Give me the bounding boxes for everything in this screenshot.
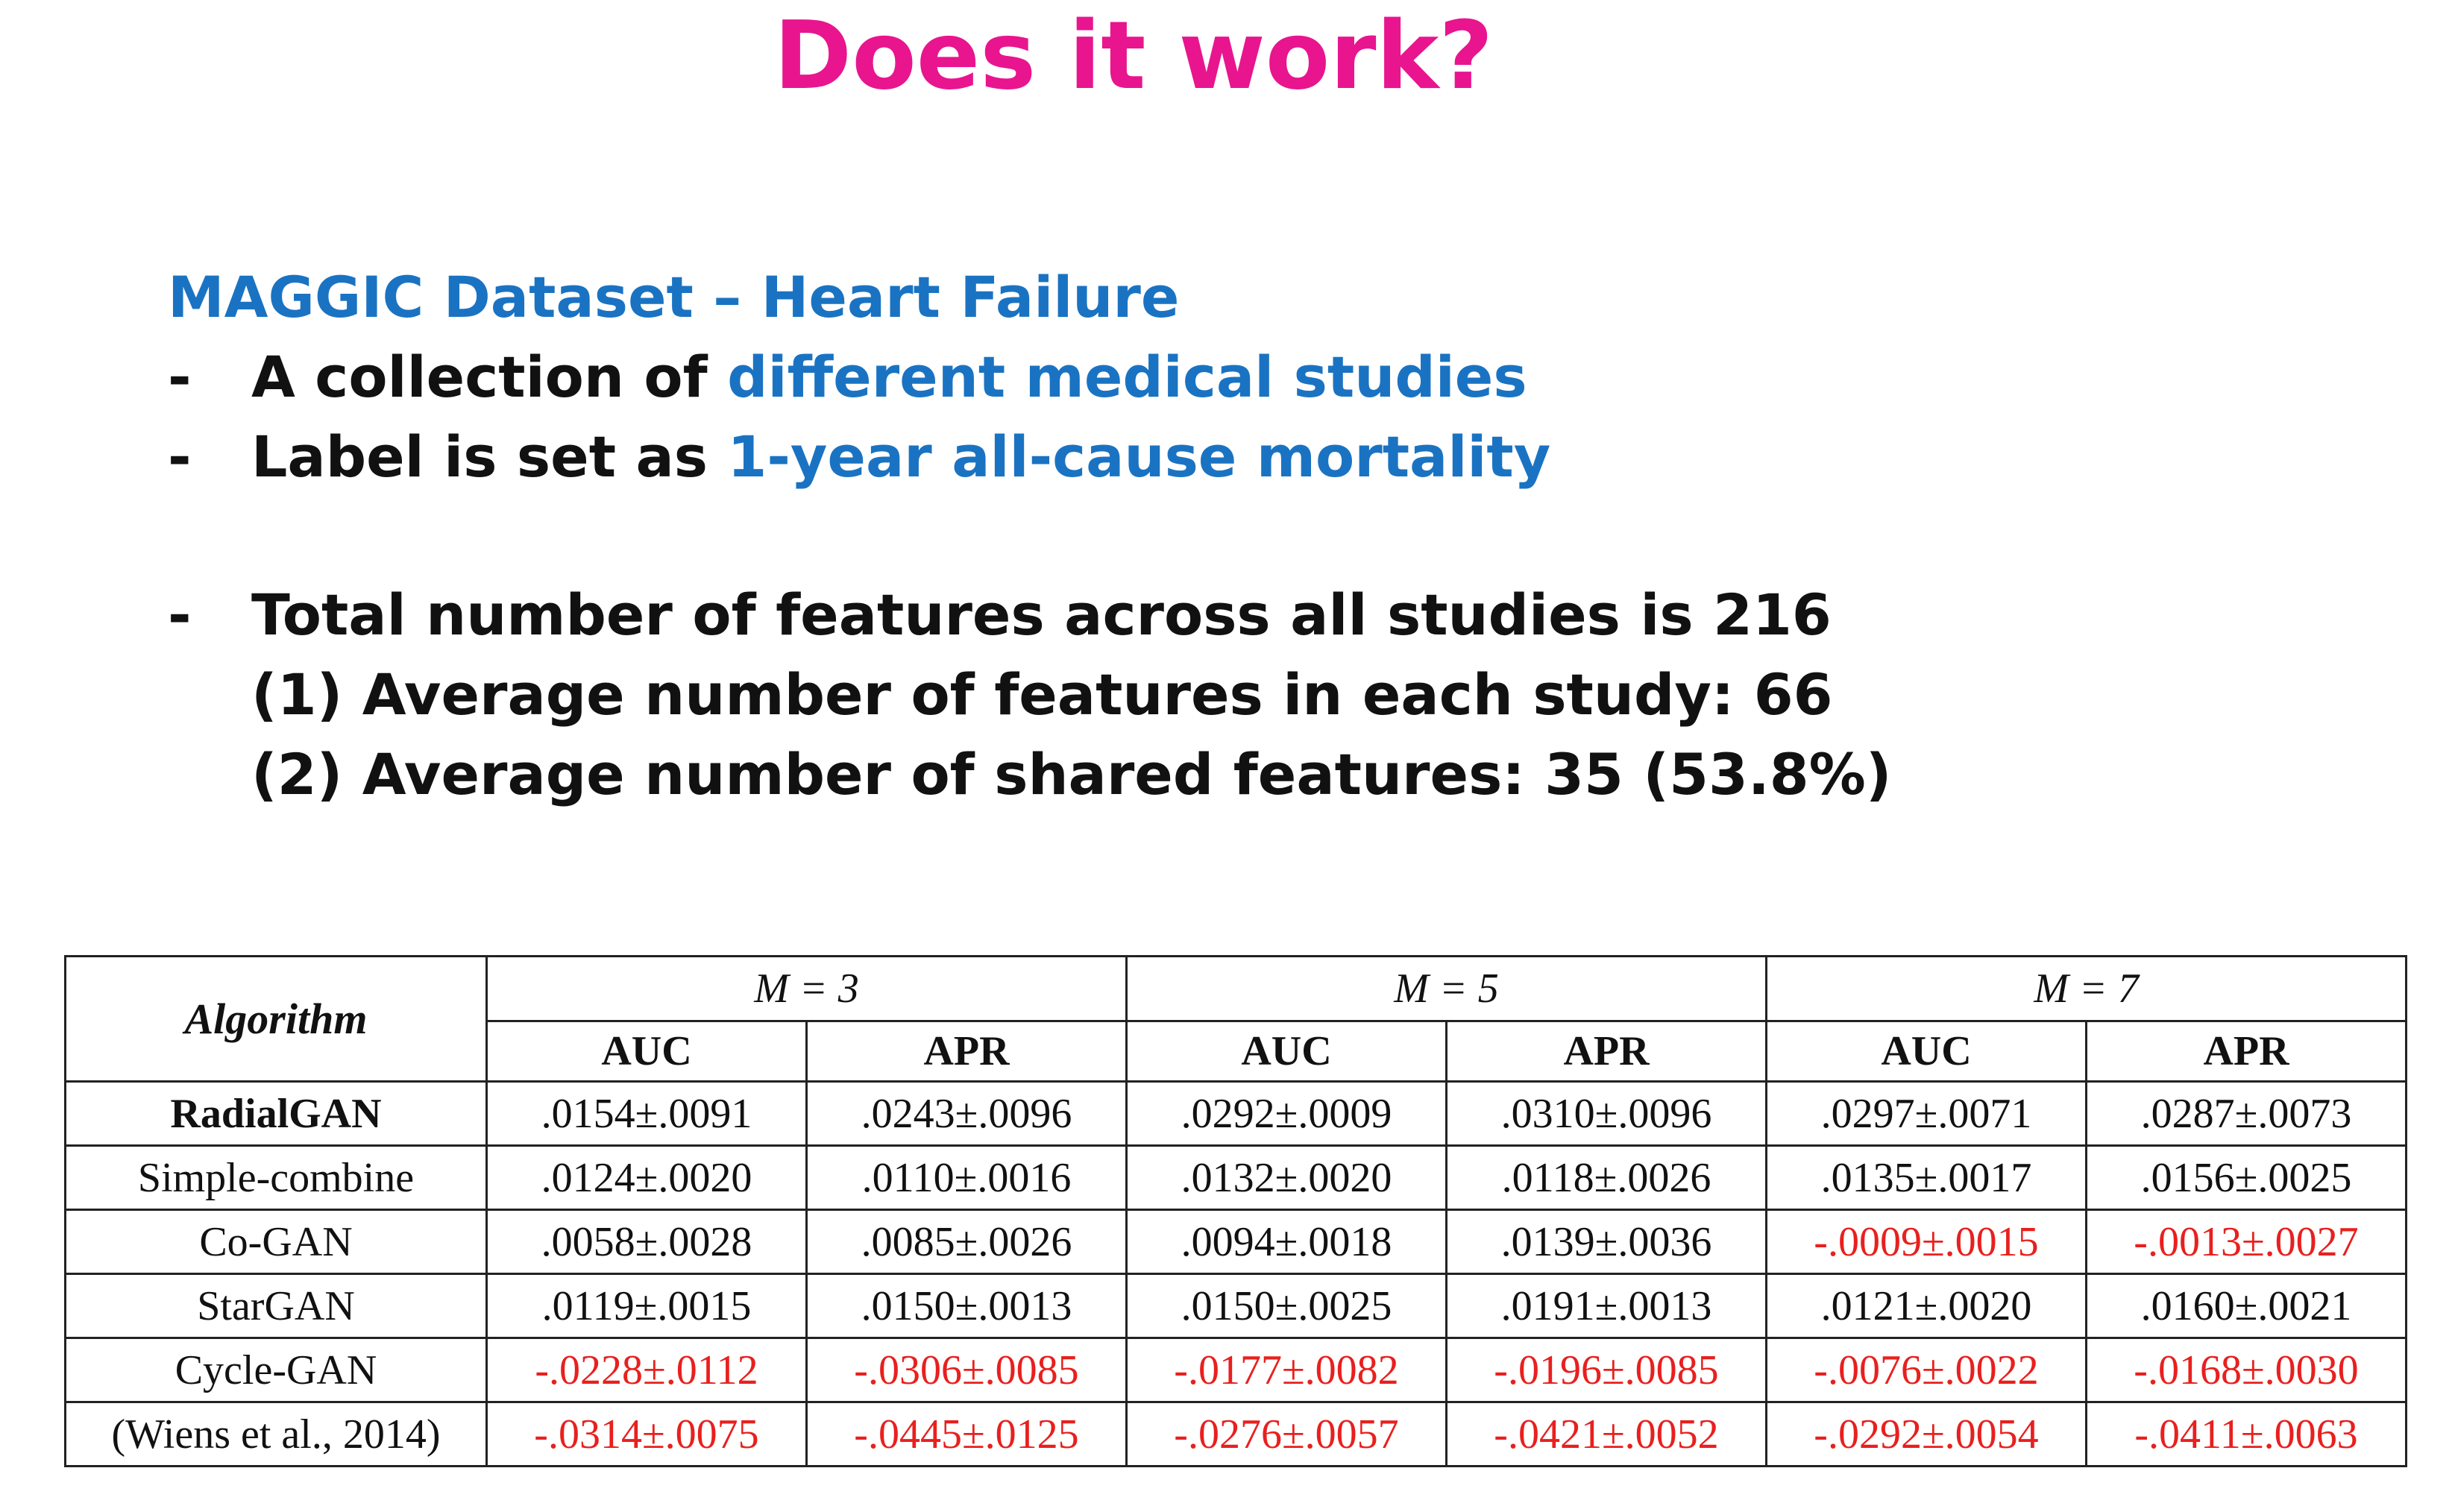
metric-header-row: AUC APR AUC APR AUC APR [66,1020,2407,1083]
value-cell: .0121±.0020 [1765,1273,2087,1339]
sub-item-average-features: (1) Average number of features in each s… [251,661,1833,728]
table-body: RadialGAN .0154±.0091.0243±.0096.0292±.00… [64,1080,2407,1467]
value-cell: .0135±.0017 [1765,1144,2087,1211]
value-cell: .0110±.0016 [805,1144,1128,1211]
algorithm-name-cell: Simple-combine [64,1144,488,1211]
value-cell: .0243±.0096 [805,1080,1128,1147]
bullet-highlight: different medical studies [727,344,1527,410]
value-cell: -.0076±.0022 [1765,1337,2087,1403]
algorithm-name-cell: RadialGAN [64,1080,488,1147]
value-cell: .0292±.0009 [1125,1080,1447,1147]
value-cell: -.0228±.0112 [485,1337,808,1403]
table-row: Cycle-GAN -.0228±.0112 -.0306±.0085 -.0177±… [64,1337,2407,1403]
value-cell: .0119±.0015 [485,1273,808,1339]
metric-header: AUC [1765,1020,2087,1083]
value-cell: .0150±.0013 [805,1273,1128,1339]
value-cell: -.0292±.0054 [1765,1401,2087,1467]
metric-header: APR [1445,1020,1767,1083]
bullet-dash: - [168,582,192,648]
value-cell: -.0411±.0063 [2085,1401,2407,1467]
bullet-prefix: A collection of [251,344,728,410]
metric-header: APR [805,1020,1128,1083]
spacer [168,497,1892,575]
value-cell: -.0421±.0052 [1445,1401,1767,1467]
dataset-heading: MAGGIC Dataset – Heart Failure [168,264,1180,330]
bullet-highlight: 1-year all-cause mortality [727,423,1551,490]
algorithm-name-cell: Cycle-GAN [64,1337,488,1403]
metric-header: AUC [1125,1020,1447,1083]
bullet-dash: - [168,344,192,410]
value-cell: .0156±.0025 [2085,1144,2407,1211]
metric-header: AUC [485,1020,808,1083]
algorithm-name-cell: Co-GAN [64,1209,488,1275]
group-header-m7: M = 7 [1765,955,2407,1022]
bullet-dash: - [168,423,192,490]
value-cell: .0132±.0020 [1125,1144,1447,1211]
value-cell: .0191±.0013 [1445,1273,1767,1339]
value-cell: .0310±.0096 [1445,1080,1767,1147]
value-cell: .0297±.0071 [1765,1080,2087,1147]
value-cell: -.0168±.0030 [2085,1337,2407,1403]
bullet-prefix: Label is set as [251,423,728,490]
value-cell: .0139±.0036 [1445,1209,1767,1275]
metric-header: APR [2085,1020,2407,1083]
group-header-m3: M = 3 [485,955,1128,1022]
value-cell: .0094±.0018 [1125,1209,1447,1275]
value-cell: .0124±.0020 [485,1144,808,1211]
value-cell: .0160±.0021 [2085,1273,2407,1339]
sub-item-shared-features: (2) Average number of shared features: 3… [251,741,1892,807]
value-cell: .0154±.0091 [485,1080,808,1147]
value-cell: .0287±.0073 [2085,1080,2407,1147]
value-cell: -.0306±.0085 [805,1337,1128,1403]
bullet-item-collection: -A collection of different medical studi… [168,337,1892,417]
algorithm-column-header: Algorithm [64,955,488,1083]
value-cell: -.0196±.0085 [1445,1337,1767,1403]
algorithm-name-cell: (Wiens et al., 2014) [64,1401,488,1467]
slide-title: Does it work? [773,1,1494,110]
value-cell: .0118±.0026 [1445,1144,1767,1211]
group-header-m5: M = 5 [1125,955,1767,1022]
bullet-item-label: - Label is set as 1-year all-cause mortal… [168,417,1892,497]
group-header-row: Algorithm M = 3 M = 5 M = 7 [64,955,2407,1083]
value-cell: .0150±.0025 [1125,1273,1447,1339]
algorithm-name-cell: StarGAN [64,1273,488,1339]
bullet-text: Total number of features across all stud… [251,582,1832,648]
results-table: Algorithm M = 3 M = 5 M = 7 AUC APR AUC … [64,955,2407,1467]
slide-content: MAGGIC Dataset – Heart Failure -A collec… [168,257,1892,814]
value-cell: -.0009±.0015 [1765,1209,2087,1275]
table-row: StarGAN .0119±.0015.0150±.0013.0150±.0025… [64,1273,2407,1339]
table-row: Simple-combine .0124±.0020.0110±.0016.013… [64,1144,2407,1211]
bullet-item-total-features: - Total number of features across all stu… [168,575,1892,655]
value-cell: -.0314±.0075 [485,1401,808,1467]
value-cell: -.0276±.0057 [1125,1401,1447,1467]
value-cell: -.0013±.0027 [2085,1209,2407,1275]
table-row: (Wiens et al., 2014) -.0314±.0075 -.0445±.… [64,1401,2407,1467]
value-cell: .0085±.0026 [805,1209,1128,1275]
table-row: Co-GAN .0058±.0028.0085±.0026.0094±.0018.… [64,1209,2407,1275]
value-cell: -.0445±.0125 [805,1401,1128,1467]
table-row: RadialGAN .0154±.0091.0243±.0096.0292±.00… [64,1080,2407,1147]
value-cell: -.0177±.0082 [1125,1337,1447,1403]
value-cell: .0058±.0028 [485,1209,808,1275]
